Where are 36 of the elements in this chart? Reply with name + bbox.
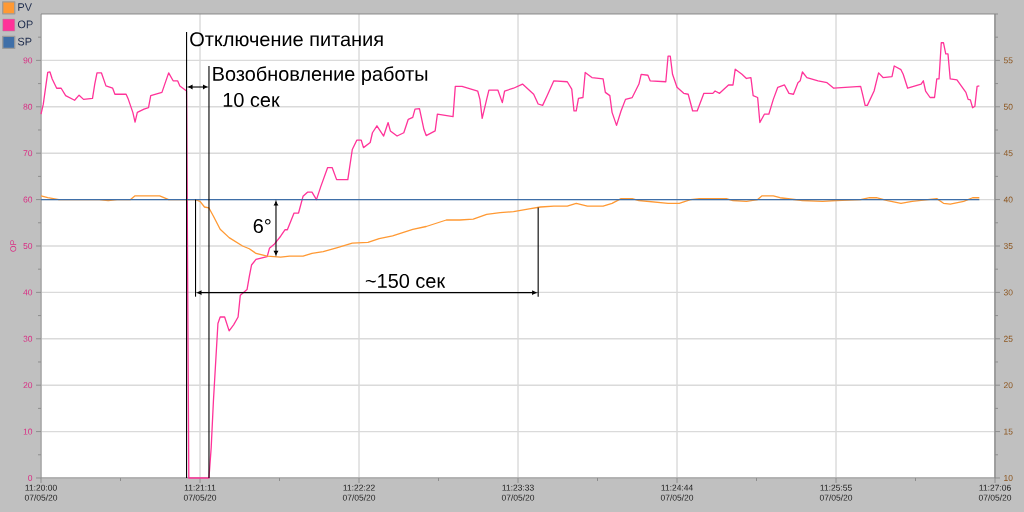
legend-label: OP xyxy=(17,20,33,29)
y-tick-label: 80 xyxy=(23,103,33,110)
y2-tick-label: 55 xyxy=(1003,57,1013,64)
annotation: 6° xyxy=(253,218,271,234)
y-tick-label: 60 xyxy=(23,196,33,203)
y-tick-label: 0 xyxy=(28,474,33,481)
x-tick-label: 11:25:55 07/05/20 xyxy=(819,484,853,501)
y2-tick-label: 45 xyxy=(1003,150,1013,157)
y2-tick-label: 40 xyxy=(1003,196,1013,203)
legend-label: PV xyxy=(18,3,32,11)
y-tick-label: 50 xyxy=(23,242,33,249)
x-tick-label: 11:22:22 07/05/20 xyxy=(342,484,376,501)
y2-tick-label: 50 xyxy=(1003,103,1013,110)
x-tick-label: 11:27:06 07/05/20 xyxy=(978,484,1012,501)
ref-line-label: Возобновление работы xyxy=(213,66,428,85)
legend-label: SP xyxy=(17,37,32,46)
y-axis-title: OP xyxy=(10,240,17,252)
y2-tick-label: 30 xyxy=(1003,289,1013,296)
x-tick-label: 11:21:11 07/05/20 xyxy=(183,484,217,501)
y-tick-label: 30 xyxy=(23,335,33,342)
x-tick-label: 11:20:00 07/05/20 xyxy=(24,484,58,501)
ref-line-label: Отключение питания xyxy=(190,32,383,47)
y-tick-label: 90 xyxy=(23,57,33,64)
annotation: 10 сек xyxy=(223,92,280,108)
y2-tick-label: 10 xyxy=(1004,474,1013,481)
x-tick-label: 11:23:33 07/05/20 xyxy=(501,484,535,501)
y2-tick-label: 20 xyxy=(1003,382,1013,389)
y2-tick-label: 35 xyxy=(1003,243,1013,249)
y2-tick-label: 25 xyxy=(1003,335,1013,342)
y-tick-label: 70 xyxy=(23,150,33,157)
y-tick-label: 40 xyxy=(23,289,33,296)
y-tick-label: 20 xyxy=(23,382,33,389)
y-tick-label: 10 xyxy=(23,428,33,435)
annotation: ~150 сек xyxy=(365,273,446,289)
x-tick-label: 11:24:44 07/05/20 xyxy=(660,484,694,501)
y2-tick-label: 15 xyxy=(1004,428,1013,435)
